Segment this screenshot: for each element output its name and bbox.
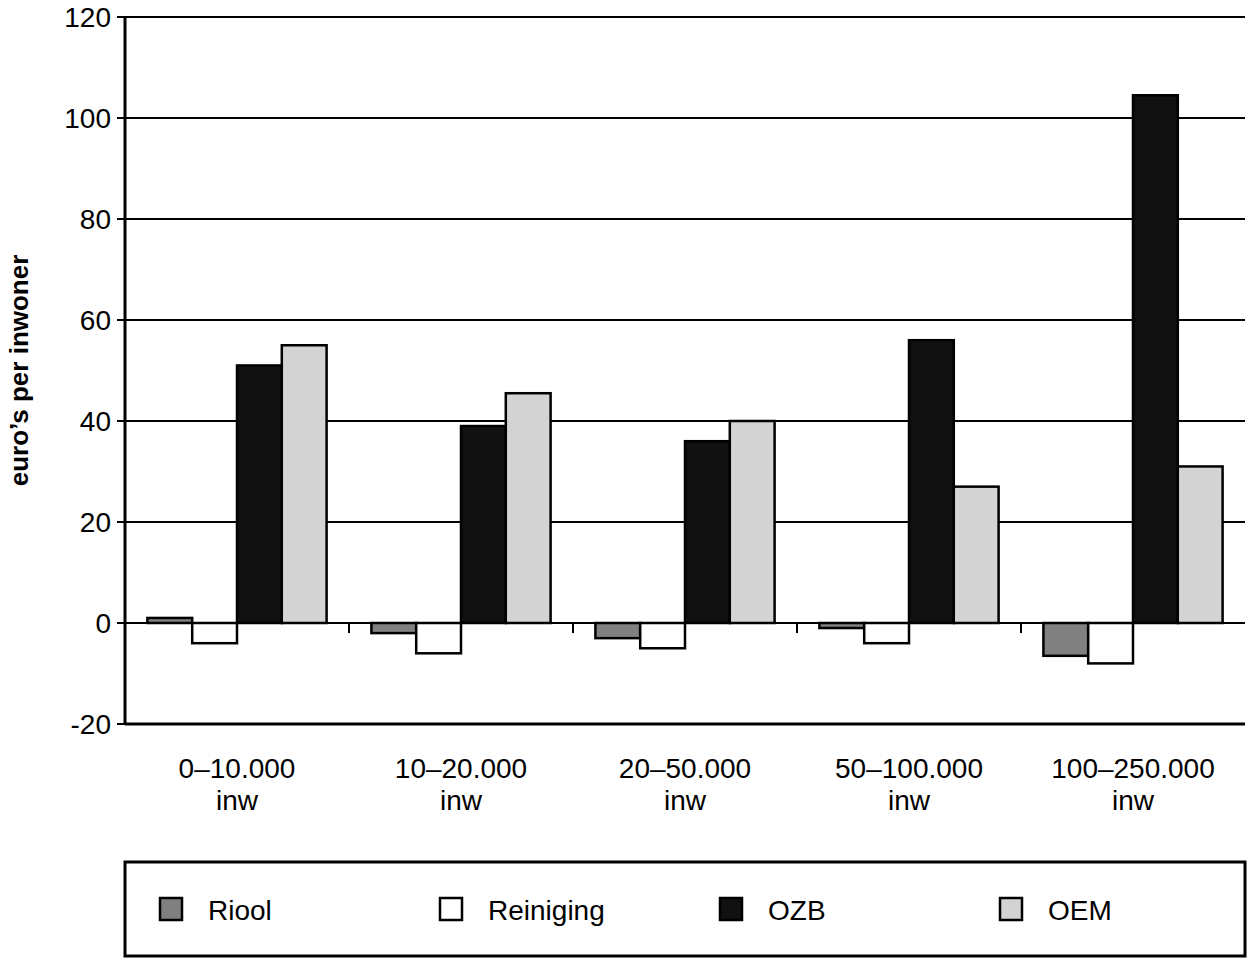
x-tick-label: 20–50.000inw [619, 753, 751, 816]
legend-swatch [720, 898, 742, 920]
bar [416, 623, 461, 653]
x-tick-label-line: inw [216, 785, 259, 816]
x-axis [125, 723, 1245, 726]
legend-label: Reiniging [488, 895, 605, 926]
x-tick-label-line: inw [440, 785, 483, 816]
y-tick-label: 20 [80, 507, 111, 538]
legend-box [125, 862, 1245, 956]
bar [685, 441, 730, 623]
x-tick-label-line: inw [1112, 785, 1155, 816]
legend-swatch [160, 898, 182, 920]
bar [1178, 466, 1223, 623]
x-tick-label-line: 0–10.000 [179, 753, 296, 784]
y-axis [124, 17, 127, 724]
y-tick-label: 60 [80, 305, 111, 336]
grid-line [125, 117, 1245, 119]
legend-label: OZB [768, 895, 826, 926]
bar [640, 623, 685, 648]
bar [864, 623, 909, 643]
legend-swatch [440, 898, 462, 920]
x-tick-label: 50–100.000inw [835, 753, 983, 816]
x-tick [796, 623, 798, 633]
x-tick-label-line: inw [664, 785, 707, 816]
bar [954, 487, 999, 623]
x-tick-label-line: 20–50.000 [619, 753, 751, 784]
x-tick-label-line: inw [888, 785, 931, 816]
bar [909, 340, 954, 623]
bar [147, 618, 192, 623]
grid-line [125, 218, 1245, 220]
x-tick [348, 623, 350, 633]
bar [506, 393, 551, 623]
x-tick-label: 100–250.000inw [1051, 753, 1215, 816]
grid-line [125, 723, 1245, 725]
grid-line [125, 16, 1245, 18]
y-tick-label: -20 [71, 709, 111, 740]
y-tick-label: 40 [80, 406, 111, 437]
bar [282, 345, 327, 623]
x-tick-label-line: 50–100.000 [835, 753, 983, 784]
bar [1133, 95, 1178, 623]
x-tick-label: 0–10.000inw [179, 753, 296, 816]
bar [192, 623, 237, 643]
legend-label: OEM [1048, 895, 1112, 926]
x-tick [572, 623, 574, 633]
y-axis-label: euro’s per inwoner [4, 255, 34, 487]
bar [371, 623, 416, 633]
legend-swatch [1000, 898, 1022, 920]
y-tick-label: 100 [64, 103, 111, 134]
x-tick-label: 10–20.000inw [395, 753, 527, 816]
bars [147, 95, 1222, 663]
bar [237, 365, 282, 623]
x-tick [1020, 623, 1022, 633]
legend-label: Riool [208, 895, 272, 926]
bar [595, 623, 640, 638]
bar [730, 421, 775, 623]
bar [819, 623, 864, 628]
grid-line [125, 319, 1245, 321]
x-tick-label-line: 10–20.000 [395, 753, 527, 784]
y-tick-label: 80 [80, 204, 111, 235]
y-tick-label: 120 [64, 2, 111, 33]
y-tick-label: 0 [95, 608, 111, 639]
bar [461, 426, 506, 623]
bar [1043, 623, 1088, 656]
x-tick-label-line: 100–250.000 [1051, 753, 1215, 784]
bar [1088, 623, 1133, 663]
